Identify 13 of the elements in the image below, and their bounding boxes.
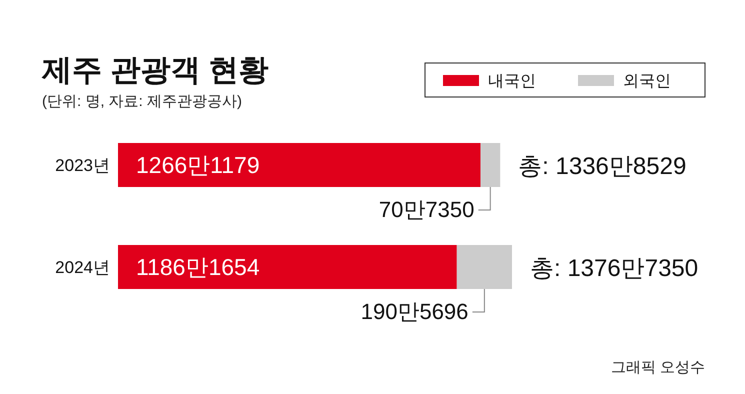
total-label: 총: 1376만7350	[530, 255, 698, 282]
text: 그래픽 오성수	[610, 359, 705, 376]
legend-label: 외국인	[623, 73, 671, 90]
annotation: 190만5696	[360, 299, 468, 324]
annotation: 1186만1654	[136, 254, 260, 280]
annotation: 1266만1179	[136, 152, 260, 178]
y-tick-label: 2024년	[55, 258, 110, 277]
chart-subtitle: (단위: 명, 자료: 제주관광공사)	[42, 93, 242, 110]
y-tick-label: 2023년	[55, 156, 110, 175]
legend-label: 내국인	[488, 73, 536, 90]
annotation: 70만7350	[378, 197, 474, 222]
total-label: 총: 1336만8529	[518, 153, 686, 180]
chart-title: 제주 관광객 현황	[41, 54, 269, 87]
